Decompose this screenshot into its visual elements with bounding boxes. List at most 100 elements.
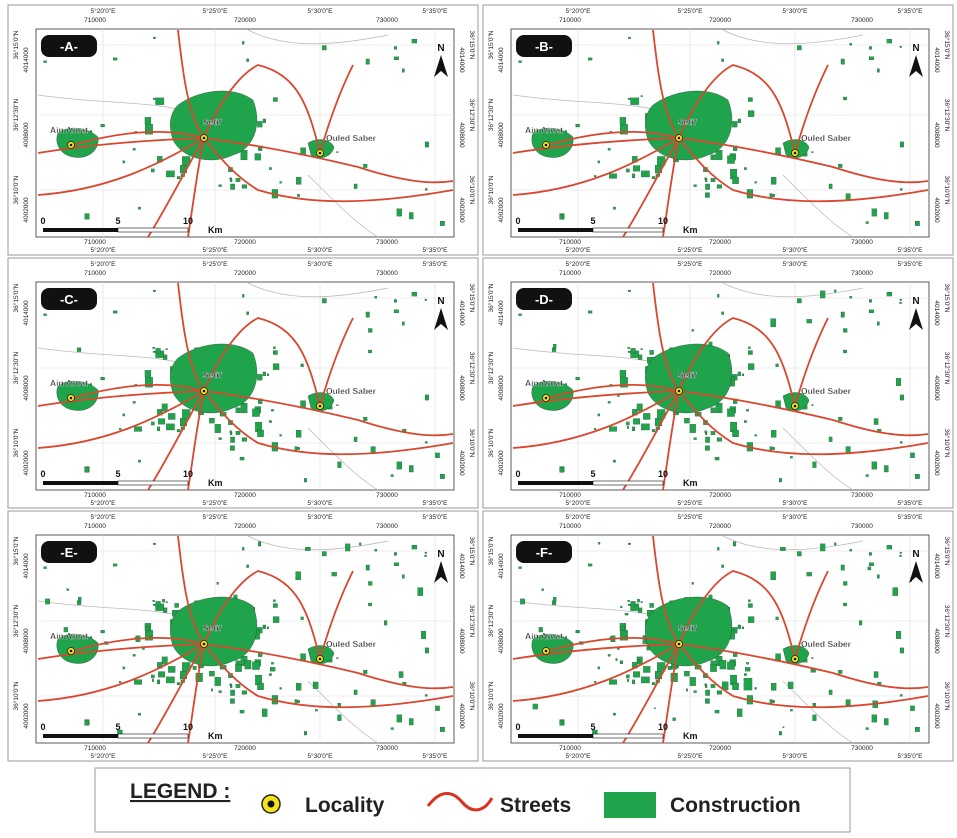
construction <box>440 221 445 226</box>
construction <box>271 409 273 411</box>
northing-label: 4008000 <box>933 375 940 401</box>
construction <box>425 648 429 653</box>
construction <box>209 418 214 423</box>
latitude-label: 36°15'0"N <box>943 537 951 566</box>
construction <box>626 675 629 678</box>
construction <box>166 677 174 683</box>
construction <box>336 152 338 153</box>
scale-bar-light <box>593 228 663 232</box>
place-label: Ain Arnat <box>525 125 563 135</box>
locality-symbol-dot <box>268 801 275 808</box>
easting-label: 710000 <box>84 745 106 752</box>
construction <box>153 347 155 349</box>
construction <box>101 377 105 380</box>
construction <box>553 344 556 348</box>
construction <box>153 290 155 292</box>
place-label: Ouled Saber <box>801 639 852 649</box>
northing-label: 4014000 <box>933 553 940 579</box>
construction <box>211 689 213 691</box>
construction <box>771 319 776 327</box>
construction <box>156 601 161 606</box>
construction <box>598 542 600 544</box>
construction <box>850 549 852 551</box>
construction <box>332 572 337 576</box>
construction <box>820 291 825 298</box>
construction <box>368 581 372 585</box>
construction <box>519 314 522 316</box>
construction <box>742 627 744 629</box>
construction <box>519 61 522 63</box>
construction <box>829 690 832 695</box>
longitude-label: 5°20'0"E <box>91 513 117 521</box>
construction <box>44 567 47 569</box>
construction <box>322 46 326 51</box>
construction <box>613 460 615 462</box>
construction <box>694 691 697 693</box>
construction <box>263 625 266 629</box>
construction <box>727 409 734 417</box>
northing-label: 4008000 <box>498 628 505 654</box>
locality-dot <box>319 152 322 155</box>
locality-dot <box>70 144 73 147</box>
construction <box>134 680 142 685</box>
construction <box>915 727 920 732</box>
construction <box>133 148 136 150</box>
scale-label: 5 <box>115 216 120 226</box>
construction <box>363 417 367 421</box>
construction <box>896 378 901 386</box>
longitude-label: 5°35'0"E <box>423 246 449 254</box>
scale-label: 10 <box>183 469 193 479</box>
scale-bar-dark <box>518 734 593 738</box>
easting-label: 710000 <box>84 239 106 246</box>
construction <box>598 667 600 669</box>
construction <box>588 311 592 313</box>
construction <box>631 98 639 105</box>
construction <box>720 660 726 669</box>
construction <box>322 299 326 304</box>
legend: LEGEND : Locality Streets Construction <box>95 768 850 832</box>
map-panel: 5°20'0"E5°20'0"E5°25'0"E5°25'0"E5°30'0"E… <box>483 511 953 761</box>
construction <box>296 683 301 690</box>
construction <box>177 682 180 685</box>
construction <box>715 457 719 460</box>
scale-bar-light <box>118 228 188 232</box>
construction <box>598 414 600 416</box>
northing-label: 4002000 <box>498 450 505 476</box>
latitude-label: 36°10'0"N <box>943 682 951 711</box>
construction <box>755 687 757 689</box>
construction <box>295 447 297 451</box>
construction <box>628 543 630 545</box>
longitude-label: 5°25'0"E <box>678 7 704 15</box>
construction <box>715 710 719 713</box>
construction <box>85 720 89 725</box>
construction <box>834 290 836 292</box>
construction <box>716 150 723 160</box>
construction <box>650 603 654 607</box>
construction <box>755 181 757 183</box>
construction <box>869 310 874 313</box>
construction <box>620 117 626 124</box>
construction <box>900 648 904 653</box>
construction <box>230 437 234 443</box>
construction <box>269 167 272 169</box>
construction <box>153 543 155 545</box>
construction <box>652 176 655 179</box>
construction <box>627 426 629 428</box>
construction <box>230 446 234 451</box>
construction <box>620 370 626 377</box>
latitude-label: 36°10'0"N <box>487 681 495 710</box>
construction <box>874 419 878 425</box>
construction <box>425 552 427 554</box>
construction <box>252 662 259 670</box>
construction <box>368 328 372 332</box>
construction <box>230 184 234 190</box>
longitude-label: 5°25'0"E <box>678 752 704 760</box>
construction <box>829 184 832 189</box>
latitude-label: 36°15'0"N <box>487 30 495 59</box>
northing-label: 4014000 <box>458 300 465 326</box>
construction <box>397 715 402 723</box>
construction <box>900 694 902 696</box>
construction <box>900 188 902 190</box>
easting-label: 720000 <box>234 239 256 246</box>
construction <box>242 41 244 44</box>
